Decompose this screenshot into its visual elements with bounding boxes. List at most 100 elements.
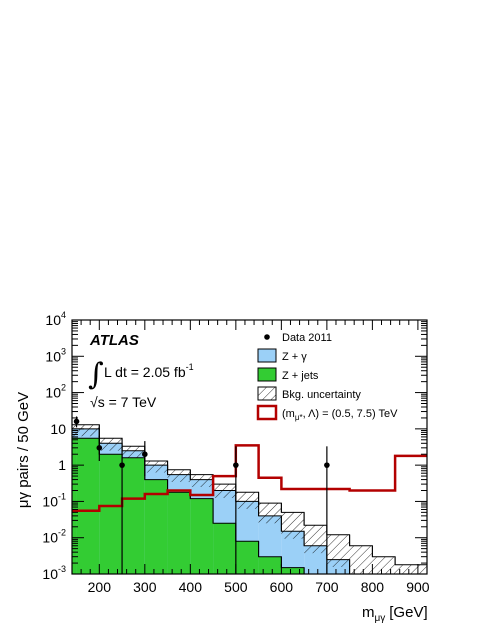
- bar-zjets: [213, 523, 236, 574]
- data-point: [119, 462, 125, 468]
- data-points: [73, 416, 330, 574]
- y-tick-base: 10: [45, 385, 61, 401]
- integral-symbol: ∫: [88, 357, 104, 392]
- bar-zjets: [281, 567, 305, 574]
- sqrt-symbol: √: [90, 394, 98, 410]
- uncertainty-bin: [326, 534, 350, 567]
- y-tick-exponent: 4: [61, 310, 66, 320]
- x-axis-title-main: m: [362, 604, 375, 621]
- legend-label-text: Z + γ: [282, 351, 307, 363]
- uncertainty-bin: [190, 474, 214, 487]
- uncertainty-bin: [167, 469, 191, 482]
- legend-swatch-zgamma: [257, 348, 277, 363]
- data-point: [96, 445, 103, 451]
- legend: Data 2011 Z + γ Z + jets Bkg. uncertainty (m…: [256, 332, 398, 422]
- bar-zjets: [144, 479, 168, 574]
- uncertainty-bin: [258, 503, 282, 524]
- y-tick-exponent: 3: [61, 346, 66, 356]
- x-tick-label: 200: [88, 579, 112, 595]
- x-axis-title-unit: [GeV]: [389, 604, 427, 621]
- y-tick-base: 10: [42, 493, 58, 509]
- y-tick-base: 10: [50, 421, 66, 437]
- y-tick-label: 10-2: [42, 528, 66, 546]
- y-tick-exponent: -1: [58, 491, 66, 501]
- legend-label: Z + γ: [282, 351, 307, 363]
- uncertainty-bin: [235, 492, 259, 509]
- data-point: [73, 418, 80, 425]
- y-tick-base: 10: [45, 348, 61, 364]
- x-tick-label: 800: [361, 579, 385, 595]
- uncertainty-bin: [395, 564, 418, 574]
- data-point: [142, 451, 148, 458]
- legend-label: (mμ*, Λ) = (0.5, 7.5) TeV: [282, 408, 398, 422]
- legend-label-text: Z + jets: [282, 370, 319, 382]
- band-outline: [72, 424, 427, 566]
- energy-label: √s = 7 TeV: [90, 394, 157, 410]
- uncertainty-bin: [281, 512, 305, 539]
- uncertainty-bin: [76, 424, 100, 437]
- bar-zjets: [122, 457, 145, 574]
- tick-labels: 200 300 400 500 600 700 800 90010-310-210-11101…: [42, 310, 429, 595]
- x-axis-title-sub: μγ: [375, 613, 386, 624]
- plot-frame: [71, 319, 428, 575]
- bar-zjets: [72, 438, 77, 574]
- uncertainty-bin: [213, 484, 236, 498]
- legend-label-text: Data 2011: [282, 332, 332, 344]
- legend-label: Z + jets: [282, 370, 319, 382]
- bar-zjets: [167, 492, 191, 574]
- legend-label-rest: , Λ) = (0.5, 7.5) TeV: [303, 408, 399, 420]
- y-tick-exponent: 2: [61, 383, 66, 393]
- luminosity-text: L dt = 2.05 fb: [104, 364, 186, 380]
- y-tick-base: 1: [58, 457, 66, 473]
- bar-zjets: [235, 541, 259, 574]
- legend-label: Data 2011: [282, 332, 332, 344]
- x-axis-title: mμγ [GeV]: [362, 604, 428, 624]
- uncertainty-bin: [144, 461, 168, 473]
- y-tick-label: 102: [45, 383, 66, 401]
- legend-swatch-uncertainty: [257, 386, 277, 401]
- legend-marker-data: [264, 334, 270, 340]
- y-tick-label: 10: [50, 421, 66, 437]
- y-tick-label: 1: [58, 457, 66, 473]
- x-tick-label: 500: [224, 579, 248, 595]
- y-tick-base: 10: [42, 530, 58, 546]
- x-tick-label: 900: [406, 579, 430, 595]
- bar-zjets: [99, 454, 123, 574]
- stack-fills: [72, 428, 350, 574]
- bar-zgamma: [281, 531, 305, 574]
- bar-zjets: [76, 438, 100, 574]
- uncertainty-bin: [372, 556, 396, 574]
- experiment-label: ATLAS: [89, 332, 139, 349]
- y-tick-label: 10-3: [42, 564, 66, 582]
- legend-label-sub: μ*: [295, 413, 303, 422]
- bar-zjets: [190, 498, 214, 574]
- y-axis-title: μγ pairs / 50 GeV: [15, 392, 32, 508]
- x-tick-label: 300: [133, 579, 157, 595]
- bar-zjets: [258, 556, 282, 574]
- x-tick-label: 400: [179, 579, 203, 595]
- energy-text: s = 7 TeV: [98, 394, 157, 410]
- data-point: [233, 462, 239, 468]
- luminosity-exponent: -1: [186, 362, 194, 372]
- uncertainty-bin: [304, 525, 327, 554]
- y-tick-exponent: -3: [58, 564, 66, 574]
- uncertainty-bin: [417, 564, 427, 574]
- y-tick-label: 10-1: [42, 491, 66, 509]
- data-point: [324, 462, 330, 468]
- legend-swatch-zjets: [257, 367, 277, 382]
- legend-swatch-signal: [256, 404, 278, 421]
- uncertainty-bin: [349, 545, 373, 574]
- legend-label-text: Bkg. uncertainty: [282, 389, 361, 401]
- legend-label: Bkg. uncertainty: [282, 389, 361, 401]
- x-tick-label: 600: [270, 579, 294, 595]
- uncertainty-bin: [99, 438, 123, 451]
- legend-label-text: (m: [282, 408, 295, 420]
- uncertainty-bin: [122, 446, 145, 459]
- y-tick-base: 10: [42, 566, 58, 582]
- y-tick-base: 10: [45, 312, 61, 328]
- x-tick-label: 700: [315, 579, 339, 595]
- luminosity-label: L dt = 2.05 fb-1: [104, 362, 194, 380]
- axes: [71, 319, 428, 575]
- y-tick-label: 103: [45, 346, 66, 364]
